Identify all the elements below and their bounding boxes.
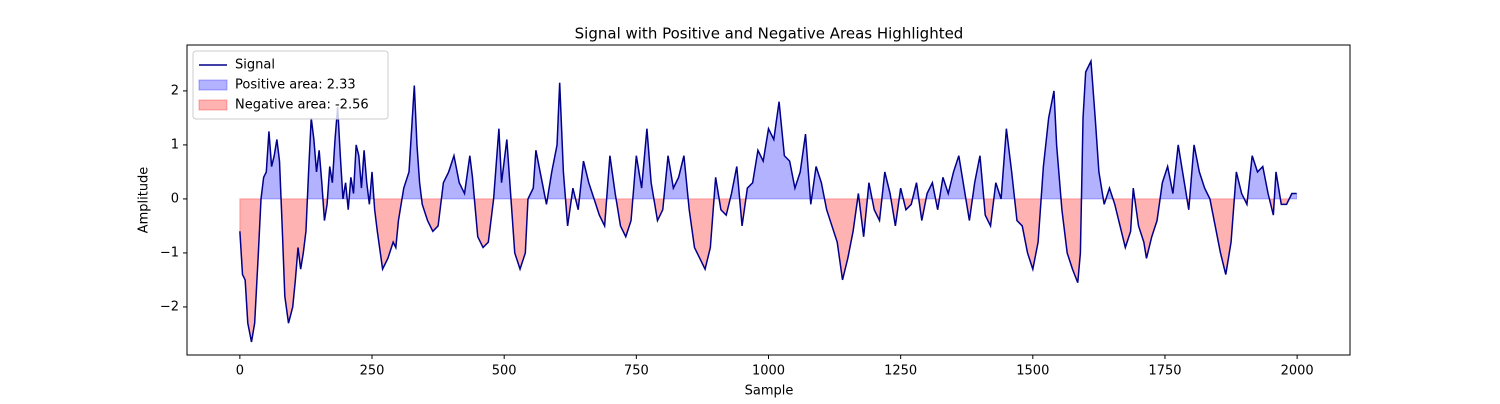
y-tick-label: −2 (160, 299, 179, 314)
y-tick-label: −1 (160, 245, 179, 260)
x-tick-label: 750 (624, 364, 649, 379)
x-tick-label: 2000 (1281, 364, 1314, 379)
x-axis-label: Sample (745, 384, 794, 399)
chart-title: Signal with Positive and Negative Areas … (575, 25, 964, 43)
x-tick-label: 1250 (884, 364, 917, 379)
legend-box (192, 50, 389, 120)
legend-swatch (198, 99, 228, 111)
legend-swatch (198, 79, 228, 91)
legend-label: Negative area: -2.56 (235, 98, 369, 113)
x-tick-label: 0 (236, 364, 244, 379)
y-axis-label: Amplitude (137, 167, 152, 234)
legend-label: Positive area: 2.33 (235, 78, 356, 93)
x-tick-label: 1750 (1148, 364, 1181, 379)
legend-label: Signal (235, 58, 275, 73)
x-tick-label: 1000 (752, 364, 785, 379)
x-tick-label: 250 (360, 364, 385, 379)
signal-line (239, 58, 1297, 343)
y-tick-label: 1 (171, 137, 179, 152)
x-tick-label: 500 (492, 364, 517, 379)
x-tick-label: 1500 (1016, 364, 1049, 379)
y-tick-label: 0 (171, 191, 179, 206)
y-tick-label: 2 (171, 83, 179, 98)
